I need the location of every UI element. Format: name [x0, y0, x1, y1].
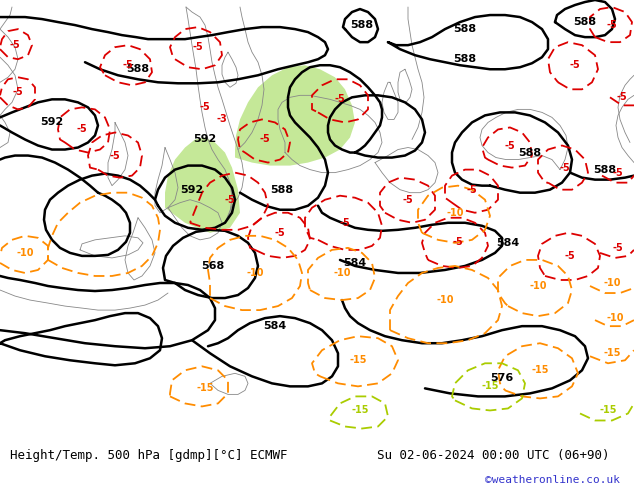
Text: 584: 584	[496, 238, 520, 248]
Text: -10: -10	[606, 313, 624, 323]
Polygon shape	[165, 138, 240, 233]
Text: -5: -5	[200, 102, 210, 112]
Text: -5: -5	[122, 60, 133, 70]
Text: -10: -10	[529, 281, 547, 291]
Text: -5: -5	[617, 92, 628, 102]
Text: -10: -10	[16, 248, 34, 258]
Text: 592: 592	[181, 185, 204, 195]
Text: -5: -5	[569, 60, 580, 70]
Text: 588: 588	[519, 147, 541, 158]
Text: 588: 588	[271, 185, 294, 195]
Text: -15: -15	[531, 366, 549, 375]
Text: 588: 588	[453, 24, 477, 34]
Text: -5: -5	[275, 228, 285, 238]
Text: -15: -15	[481, 381, 499, 392]
Text: 588: 588	[126, 64, 150, 74]
Text: -15: -15	[197, 383, 214, 393]
Text: -5: -5	[505, 141, 515, 150]
Text: 588: 588	[573, 17, 597, 27]
Text: 584: 584	[344, 258, 366, 268]
Text: -5: -5	[467, 185, 477, 195]
Text: -3: -3	[217, 115, 228, 124]
Text: ©weatheronline.co.uk: ©weatheronline.co.uk	[485, 475, 620, 486]
Text: 592: 592	[41, 118, 63, 127]
Text: -5: -5	[10, 40, 20, 50]
Text: 592: 592	[193, 134, 217, 145]
Text: -10: -10	[603, 278, 621, 288]
Text: -5: -5	[110, 150, 120, 161]
Text: -5: -5	[260, 134, 270, 145]
Text: -5: -5	[565, 251, 576, 261]
Text: -10: -10	[246, 268, 264, 278]
Text: -5: -5	[453, 237, 463, 247]
Text: 588: 588	[351, 20, 373, 30]
Text: 588: 588	[453, 54, 477, 64]
Text: 584: 584	[263, 321, 287, 331]
Text: -10: -10	[436, 295, 454, 305]
Text: -15: -15	[603, 348, 621, 358]
Text: -15: -15	[351, 405, 369, 416]
Text: -5: -5	[340, 218, 351, 228]
Text: -5: -5	[13, 87, 23, 98]
Text: -5: -5	[193, 42, 204, 52]
Text: -5: -5	[403, 195, 413, 205]
Text: Height/Temp. 500 hPa [gdmp][°C] ECMWF: Height/Temp. 500 hPa [gdmp][°C] ECMWF	[10, 449, 287, 462]
Text: -15: -15	[349, 355, 366, 365]
Text: -5: -5	[77, 124, 87, 134]
Text: 568: 568	[202, 261, 224, 271]
Text: 588: 588	[593, 165, 616, 174]
Text: -5: -5	[224, 195, 235, 205]
Text: -5: -5	[612, 243, 623, 253]
Text: -5: -5	[612, 168, 623, 177]
Text: Su 02-06-2024 00:00 UTC (06+90): Su 02-06-2024 00:00 UTC (06+90)	[377, 449, 610, 462]
Text: -5: -5	[335, 95, 346, 104]
Text: -15: -15	[599, 405, 617, 416]
Text: -10: -10	[333, 268, 351, 278]
Text: -5: -5	[607, 20, 618, 30]
Text: -5: -5	[560, 163, 571, 172]
Text: -10: -10	[446, 208, 463, 218]
Polygon shape	[235, 65, 355, 166]
Text: 576: 576	[490, 373, 514, 383]
